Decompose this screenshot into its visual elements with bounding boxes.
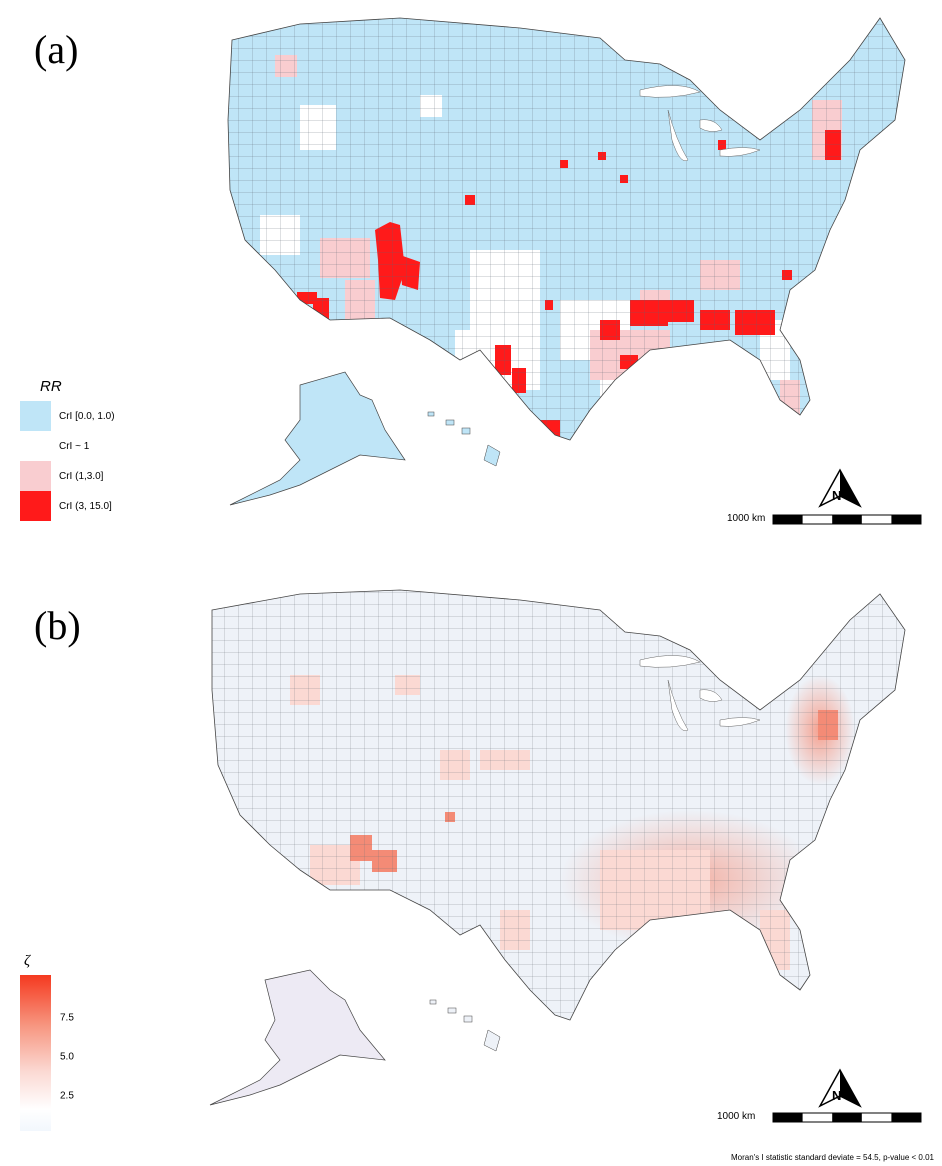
great-lakes-b [639,655,761,732]
legend-item-low: CrI [0.0, 1.0) [20,401,170,431]
legend-swatch [20,401,51,431]
scale-label-b: 1000 km [717,1111,756,1122]
alaska-b [209,969,386,1106]
zeta-legend-title: ζ [24,953,31,969]
legend-item-one: CrI ~ 1 [20,431,170,461]
zeta-gradient-bar [20,975,51,1131]
rr-legend: RR CrI [0.0, 1.0) CrI ~ 1 CrI (1,3.0] Cr… [20,378,170,521]
hawaii-a [427,411,501,467]
hawaii-b [429,999,501,1052]
legend-item-high: CrI (3, 15.0] [20,491,170,521]
panel-a: (a) [0,0,942,560]
alaska-a [229,371,406,506]
north-label-a: N [832,488,842,503]
zeta-legend: ζ 7.5 5.0 2.5 [20,953,100,1131]
panel-b-label: (b) [34,603,81,648]
panel-b: (b) [0,580,942,1166]
morans-i-footnote: Moran's I statistic standard deviate = 5… [731,1153,934,1162]
legend-item-label: CrI ~ 1 [59,440,90,452]
legend-item-label: CrI (1,3.0] [59,470,104,482]
rr-map [227,17,922,525]
legend-item-mid: CrI (1,3.0] [20,461,170,491]
zeta-map [209,589,922,1123]
zeta-tick-label: 2.5 [60,1090,74,1102]
north-label-b: N [832,1088,842,1103]
legend-item-label: CrI (3, 15.0] [59,500,112,512]
scale-label-a: 1000 km [727,513,766,524]
panel-a-label: (a) [34,27,79,72]
north-arrow-a-icon [818,468,862,508]
north-arrow-b-icon [818,1068,862,1108]
scale-bar-a [772,514,922,525]
legend-swatch [20,491,51,521]
great-lakes-a [639,85,761,162]
legend-item-label: CrI [0.0, 1.0) [59,410,115,422]
legend-swatch [20,461,51,491]
scale-bar-b [772,1112,922,1123]
legend-swatch [20,431,51,461]
rr-legend-title: RR [40,378,62,395]
zeta-tick-label: 7.5 [60,1012,74,1024]
zeta-tick-label: 5.0 [60,1051,74,1063]
